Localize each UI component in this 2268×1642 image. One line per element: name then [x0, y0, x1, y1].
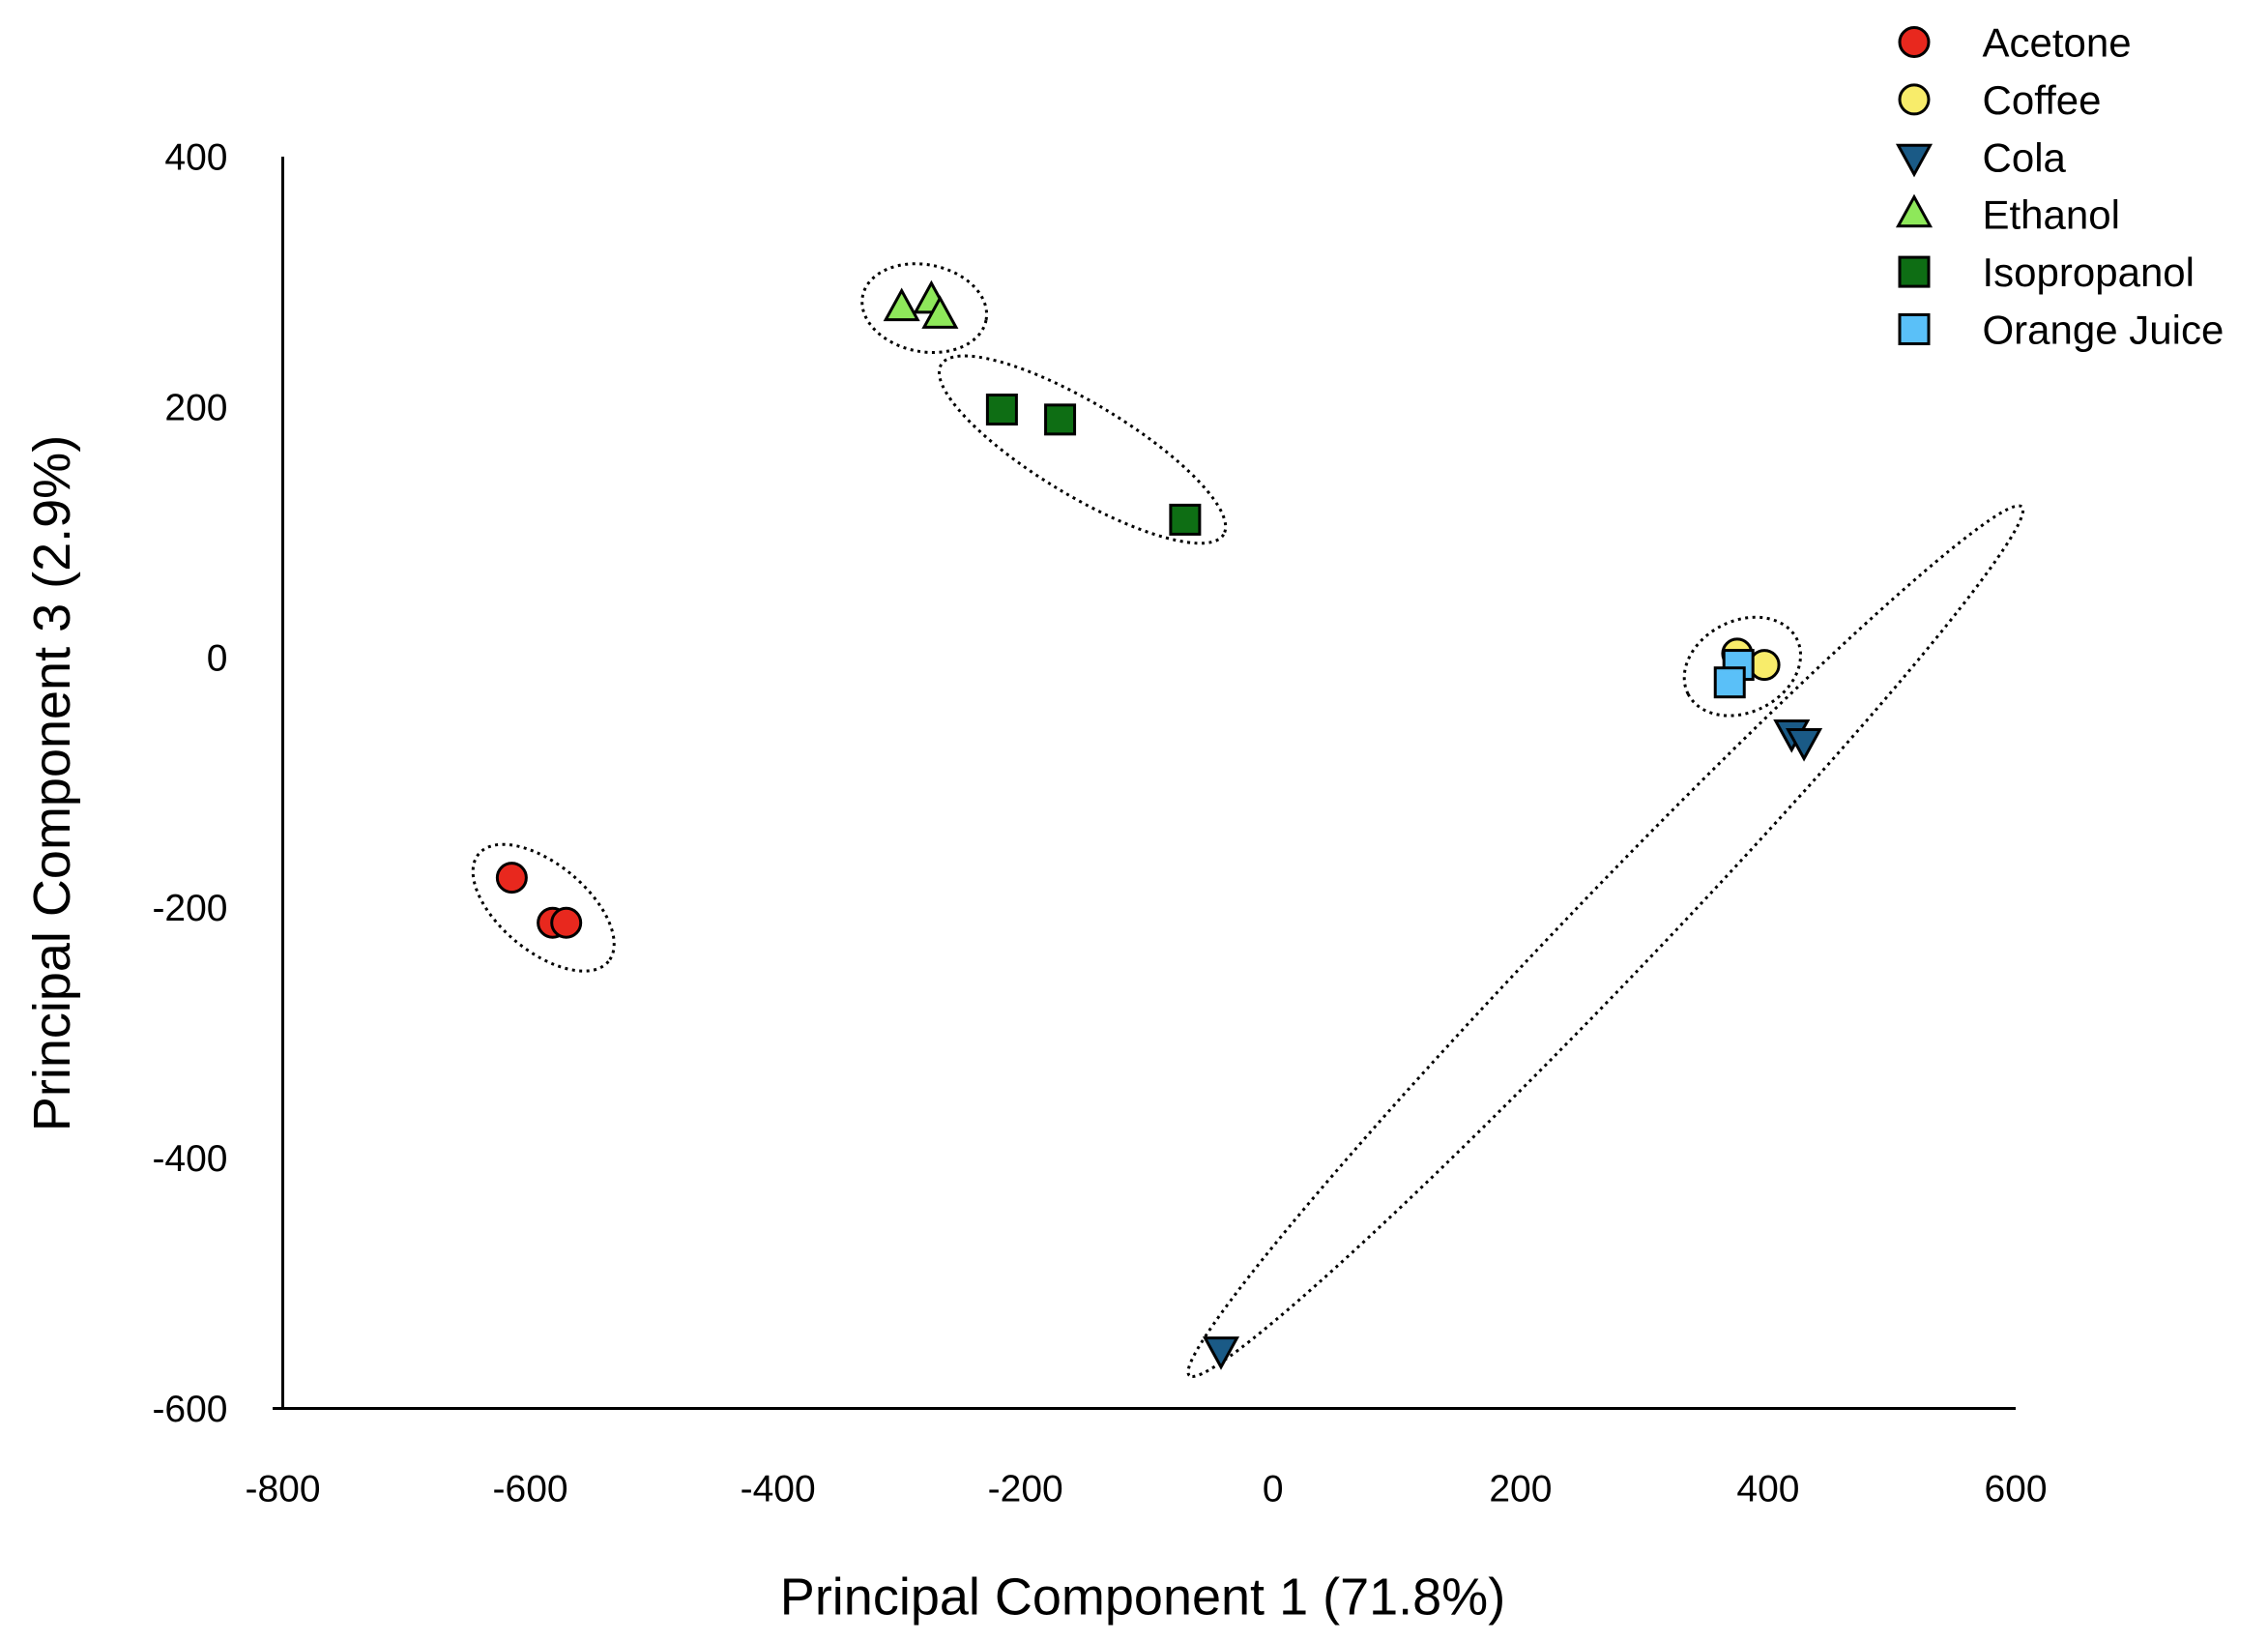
legend-label: Ethanol	[1983, 192, 2120, 238]
legend-marker	[1898, 313, 1931, 345]
cluster-ellipses	[471, 262, 2025, 1378]
data-point	[921, 295, 959, 329]
y-axis-label: Principal Component 3 (2.9%)	[23, 435, 81, 1131]
x-tick-label: 600	[1984, 1469, 2047, 1510]
legend-marker	[1895, 143, 1934, 178]
x-tick-label: -800	[245, 1469, 320, 1510]
y-tick-label: 200	[164, 387, 227, 428]
data-point	[550, 906, 583, 939]
cluster-ellipse	[1186, 504, 2025, 1378]
data-point	[985, 393, 1018, 425]
legend-label: Cola	[1983, 134, 2067, 180]
data-point	[1713, 666, 1746, 699]
x-tick-label: 200	[1489, 1469, 1552, 1510]
cluster-ellipse	[471, 842, 616, 973]
y-tick-label: 0	[207, 637, 228, 679]
legend-label: Isopropanol	[1983, 249, 2195, 295]
x-tick-label: -400	[741, 1469, 816, 1510]
x-tick-label: -600	[493, 1469, 568, 1510]
legend-label: Coffee	[1983, 77, 2102, 123]
data-point	[883, 287, 920, 322]
y-tick-label: -600	[152, 1389, 227, 1430]
x-axis-label: Principal Component 1 (71.8%)	[780, 1569, 1505, 1627]
legend-marker	[1898, 26, 1931, 58]
y-tick-label: 400	[164, 137, 227, 179]
x-tick-label: 0	[1263, 1469, 1284, 1510]
x-tick-label: -200	[988, 1469, 1063, 1510]
x-tick-label: 400	[1736, 1469, 1799, 1510]
data-point	[1044, 403, 1077, 436]
data-point	[1202, 1336, 1240, 1370]
cluster-ellipse	[1682, 615, 1803, 718]
legend: Acetone Coffee Cola Ethanol Isopropanol Orang…	[1895, 20, 2224, 353]
cluster-ellipse	[860, 262, 989, 355]
data-point	[495, 862, 528, 894]
y-tick-label: -400	[152, 1138, 227, 1180]
axis-ticks: -800 -600 -400 -200 0 200 400 600 -600 -400 -200 0 2…	[152, 137, 2047, 1510]
data-point	[1786, 728, 1823, 762]
y-tick-label: -200	[152, 888, 227, 929]
cluster-ellipse	[937, 354, 1228, 545]
legend-marker	[1898, 255, 1931, 288]
data-points	[495, 279, 1823, 1370]
legend-label: Orange Juice	[1983, 308, 2224, 353]
legend-marker	[1898, 83, 1931, 116]
legend-marker	[1895, 193, 1934, 228]
data-point	[1169, 503, 1202, 536]
legend-label: Acetone	[1983, 20, 2132, 66]
